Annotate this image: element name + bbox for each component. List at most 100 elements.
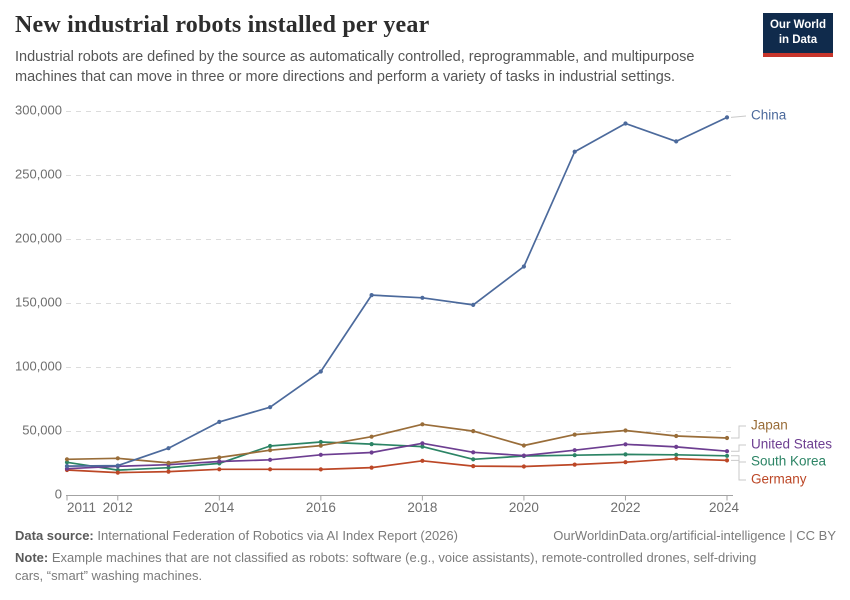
series-germany: Germany xyxy=(64,456,807,487)
x-axis-label: 2012 xyxy=(103,500,133,515)
point-south-korea[interactable] xyxy=(318,439,323,445)
x-axis-label: 2020 xyxy=(509,500,539,515)
line-japan[interactable] xyxy=(66,423,728,464)
point-japan[interactable] xyxy=(471,429,476,434)
point-south-korea[interactable] xyxy=(369,442,374,447)
label-connector-united-states xyxy=(731,444,746,452)
point-germany[interactable] xyxy=(572,462,577,467)
point-south-korea[interactable] xyxy=(572,453,577,458)
point-china[interactable] xyxy=(471,302,476,307)
point-germany[interactable] xyxy=(623,460,628,465)
point-germany[interactable] xyxy=(217,467,222,472)
point-germany[interactable] xyxy=(471,464,476,469)
datasource-label: Data source: xyxy=(15,528,94,543)
point-china[interactable] xyxy=(521,264,527,269)
point-united-states[interactable] xyxy=(268,457,273,462)
series-label-japan[interactable]: Japan xyxy=(751,418,788,433)
point-germany[interactable] xyxy=(724,458,730,463)
line-south-korea[interactable] xyxy=(66,441,728,471)
point-china[interactable] xyxy=(268,405,273,410)
y-axis-label: 200,000 xyxy=(15,230,62,245)
label-connector-germany xyxy=(731,459,746,481)
point-japan[interactable] xyxy=(115,456,120,461)
x-axis-label: 2014 xyxy=(204,500,235,515)
line-chart: 0 50,000 100,000 150,000 200,000 250,000 300,0… xyxy=(0,95,850,527)
point-china[interactable] xyxy=(115,463,120,468)
point-japan[interactable] xyxy=(268,448,273,453)
point-united-states[interactable] xyxy=(420,441,425,446)
chart-footer: Data source: International Federation of… xyxy=(15,528,836,584)
y-axis-label: 150,000 xyxy=(15,294,62,309)
point-japan[interactable] xyxy=(724,435,730,441)
point-china[interactable] xyxy=(420,295,425,300)
gridlines xyxy=(66,111,734,432)
point-south-korea[interactable] xyxy=(623,452,628,457)
point-japan[interactable] xyxy=(623,428,628,433)
point-south-korea[interactable] xyxy=(64,460,70,465)
point-china[interactable] xyxy=(623,121,628,126)
point-japan[interactable] xyxy=(572,432,577,437)
owid-logo-line1: Our World xyxy=(769,19,826,31)
point-china[interactable] xyxy=(166,446,171,451)
point-germany[interactable] xyxy=(268,467,273,472)
point-germany[interactable] xyxy=(166,469,171,474)
point-china[interactable] xyxy=(64,464,70,469)
line-germany[interactable] xyxy=(66,457,728,474)
point-united-states[interactable] xyxy=(471,450,476,455)
series-united-states: United States xyxy=(64,437,832,471)
x-axis-label: 2011 xyxy=(67,500,96,515)
y-axis-label: 250,000 xyxy=(15,166,62,181)
point-germany[interactable] xyxy=(420,458,425,463)
point-germany[interactable] xyxy=(521,464,527,469)
point-china[interactable] xyxy=(674,139,679,144)
chart-header: New industrial robots installed per year… xyxy=(15,12,755,87)
point-united-states[interactable] xyxy=(318,452,323,457)
owid-link[interactable]: OurWorldinData.org/artificial-intelligen… xyxy=(553,528,836,543)
point-united-states[interactable] xyxy=(217,459,222,464)
y-axis: 0 50,000 100,000 150,000 200,000 250,000 300,0… xyxy=(15,102,62,501)
owid-logo-line2: in Data xyxy=(778,33,818,46)
point-united-states[interactable] xyxy=(572,448,577,453)
x-axis: 2011 2012 2014 2016 2018 2020 2022 2024 xyxy=(66,495,739,515)
point-japan[interactable] xyxy=(521,443,527,448)
point-china[interactable] xyxy=(318,369,323,374)
point-germany[interactable] xyxy=(115,470,120,475)
series-label-germany[interactable]: Germany xyxy=(751,472,807,487)
owid-logo[interactable]: Our World in Data xyxy=(762,13,833,57)
point-south-korea[interactable] xyxy=(166,465,171,470)
point-japan[interactable] xyxy=(369,434,374,439)
point-china[interactable] xyxy=(572,149,577,154)
point-united-states[interactable] xyxy=(674,444,679,449)
point-china[interactable] xyxy=(724,115,730,120)
point-japan[interactable] xyxy=(674,433,679,439)
y-axis-label: 300,000 xyxy=(15,102,62,117)
point-south-korea[interactable] xyxy=(268,443,273,449)
point-united-states[interactable] xyxy=(521,453,527,458)
point-japan[interactable] xyxy=(64,457,70,462)
point-south-korea[interactable] xyxy=(674,452,679,457)
point-china[interactable] xyxy=(217,419,222,424)
series-label-south-korea[interactable]: South Korea xyxy=(751,454,827,469)
point-china[interactable] xyxy=(369,293,374,298)
line-china[interactable] xyxy=(66,116,728,467)
point-united-states[interactable] xyxy=(623,442,628,447)
point-south-korea[interactable] xyxy=(471,457,476,462)
point-germany[interactable] xyxy=(318,467,323,472)
point-japan[interactable] xyxy=(217,455,222,460)
page-title: New industrial robots installed per year xyxy=(15,12,430,38)
label-connector-south-korea xyxy=(731,455,746,463)
series-label-united-states[interactable]: United States xyxy=(751,437,832,452)
point-united-states[interactable] xyxy=(369,450,374,455)
point-united-states[interactable] xyxy=(724,449,730,454)
point-south-korea[interactable] xyxy=(420,444,425,449)
line-united-states[interactable] xyxy=(66,442,728,470)
point-germany[interactable] xyxy=(369,465,374,470)
x-axis-label: 2022 xyxy=(610,500,640,515)
series-label-china[interactable]: China xyxy=(751,108,787,123)
point-japan[interactable] xyxy=(318,443,323,448)
point-germany[interactable] xyxy=(674,456,679,461)
point-japan[interactable] xyxy=(420,422,425,427)
point-south-korea[interactable] xyxy=(724,453,730,458)
point-japan[interactable] xyxy=(166,460,171,465)
